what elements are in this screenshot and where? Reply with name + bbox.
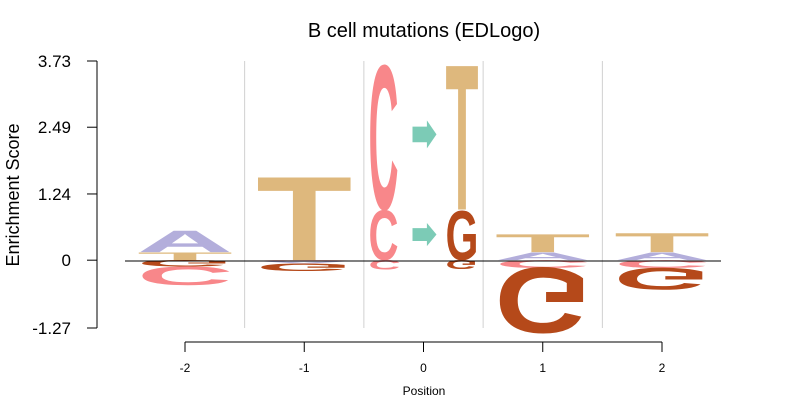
logo-letter-A: A [137, 224, 233, 259]
x-tick-label: -1 [299, 361, 310, 375]
x-tick-label: 2 [659, 361, 666, 375]
logo-letter-C: C [369, 257, 401, 272]
x-tick-label: -2 [180, 361, 191, 375]
chart-title: B cell mutations (EDLogo) [308, 20, 540, 42]
y-tick-label: 0 [62, 251, 71, 270]
logo-letter-G: G [256, 261, 352, 273]
logo-letter-A: A [256, 261, 352, 264]
x-axis: -2 -1 0 1 2 [180, 341, 666, 375]
logo-letter-A: A [614, 250, 710, 262]
logo-letter-C: C [369, 197, 399, 276]
logo-letter-C: C [369, 22, 399, 254]
x-axis-label: Position [403, 384, 446, 398]
y-tick-label: -1.27 [32, 319, 71, 338]
logo-letter-G: G [495, 248, 591, 353]
logo-letter-A: A [495, 250, 591, 262]
x-tick-label: 1 [539, 361, 546, 375]
logo-letter-G: G [446, 197, 479, 276]
substitution-arrow [412, 120, 437, 149]
logo-letter-C: C [137, 261, 233, 291]
x-tick-label: 0 [420, 361, 427, 375]
logo-letter-T: T [256, 151, 352, 286]
logo-letter-T: T [446, 22, 479, 255]
y-tick-label: 3.73 [38, 52, 71, 71]
column-separators [244, 61, 603, 328]
logo-letter-T: T [495, 229, 591, 258]
y-axis: 3.73 2.49 1.24 0 -1.27 [32, 52, 98, 338]
logo-glyphs: TAGCTCAGCGCTCGATCGATCG [137, 22, 710, 353]
logo-letter-G: G [137, 258, 233, 268]
y-tick-label: 1.24 [38, 185, 71, 204]
y-axis-label: Enrichment Score [3, 123, 23, 266]
logo-letter-G: G [614, 261, 710, 296]
y-tick-label: 2.49 [38, 118, 71, 137]
logo-letter-T: T [137, 250, 233, 262]
substitution-arrow [412, 223, 437, 247]
logo-letter-T: T [614, 227, 710, 258]
logo-letter-G: G [446, 257, 478, 272]
